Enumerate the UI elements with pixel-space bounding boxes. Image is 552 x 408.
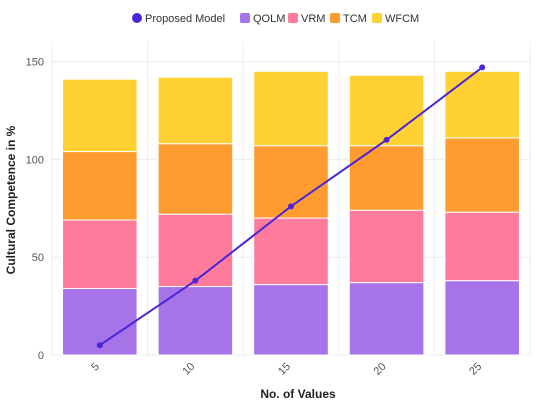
legend-label-tcm: TCM [343, 13, 367, 25]
bar-tcm-5 [62, 151, 138, 221]
bar-vrm-15 [253, 217, 329, 286]
y-tick-label-50: 50 [32, 252, 44, 264]
x-axis-title: No. of Values [260, 387, 336, 401]
bar-wfcm-25 [444, 70, 520, 139]
bar-qolm-10 [157, 286, 234, 356]
y-tick-label-150: 150 [26, 57, 44, 69]
bar-qolm-25 [444, 280, 520, 356]
x-axis-ticks: 5 10 15 20 25 [89, 361, 484, 378]
legend-label-qolm: QOLM [253, 13, 285, 25]
bar-tcm-10 [157, 143, 234, 215]
bar-vrm-25 [444, 211, 520, 282]
legend-swatch-proposed-model [132, 13, 142, 23]
y-axis-ticks: 0 50 100 150 [26, 57, 44, 362]
legend-swatch-wfcm [372, 13, 382, 23]
legend-label-proposed-model: Proposed Model [145, 13, 225, 25]
bar-qolm-20 [348, 282, 425, 356]
x-tick-label-5: 5 [89, 361, 102, 374]
proposed-model-line [96, 64, 486, 349]
x-tick-label-25: 25 [467, 361, 484, 378]
proposed-model-point-10 [192, 277, 199, 284]
x-tick-label-15: 15 [276, 361, 293, 378]
legend-swatch-qolm [240, 13, 250, 23]
legend: Proposed Model QOLM VRM TCM WFCM [132, 13, 419, 25]
x-tick-label-20: 20 [372, 361, 389, 378]
legend-swatch-tcm [330, 13, 340, 23]
legend-swatch-vrm [288, 13, 298, 23]
proposed-model-point-20 [383, 136, 390, 143]
y-tick-label-100: 100 [26, 154, 44, 166]
proposed-model-point-15 [288, 203, 294, 210]
bar-wfcm-15 [253, 70, 329, 147]
bar-wfcm-5 [62, 78, 138, 153]
proposed-model-point-5 [96, 342, 103, 349]
bar-tcm-25 [444, 137, 520, 213]
bar-tcm-20 [348, 145, 425, 211]
bar-vrm-5 [62, 219, 138, 289]
bar-vrm-20 [348, 209, 425, 284]
y-tick-label-0: 0 [38, 350, 44, 362]
y-axis-title: Cultural Competence in % [4, 125, 18, 274]
bar-wfcm-10 [157, 76, 234, 145]
legend-label-wfcm: WFCM [385, 13, 419, 25]
bar-vrm-10 [157, 213, 234, 288]
bar-wfcm-20 [348, 74, 425, 147]
x-tick-label-10: 10 [180, 361, 197, 378]
legend-label-vrm: VRM [301, 13, 325, 25]
bars [62, 70, 520, 356]
bar-qolm-15 [253, 284, 329, 356]
proposed-model-point-25 [479, 64, 486, 71]
